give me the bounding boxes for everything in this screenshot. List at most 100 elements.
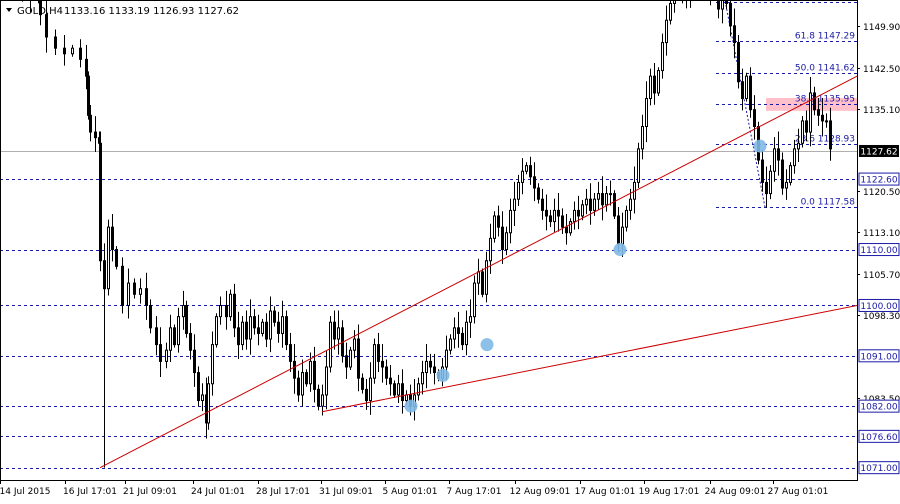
candle-body <box>745 75 748 100</box>
candle-body <box>94 131 97 139</box>
trendline-main[interactable] <box>99 75 857 469</box>
candle-body <box>257 327 260 334</box>
candle-body <box>465 321 468 346</box>
candle-body <box>589 198 592 211</box>
fib-level-label: 61.8 1147.29 <box>795 32 855 42</box>
candle-body <box>155 327 158 346</box>
candle-body <box>781 159 784 189</box>
candle-body <box>457 327 460 334</box>
candle-body <box>601 193 604 206</box>
candle-body <box>485 260 488 295</box>
candle-body <box>541 198 544 211</box>
candle-body <box>289 344 292 362</box>
x-tick-label: 12 Aug 09:01 <box>510 487 571 497</box>
candle-body <box>121 265 124 306</box>
candle-body <box>193 349 196 374</box>
candle-body <box>461 332 464 346</box>
candle-body <box>253 316 256 329</box>
candle-body <box>517 181 520 200</box>
candle-body <box>421 372 424 385</box>
x-tick-label: 5 Aug 01:01 <box>383 487 438 497</box>
candle-body <box>729 2 732 27</box>
fib-level-label: 76.4 1154.31 <box>795 0 855 3</box>
candle-body <box>721 0 724 10</box>
candle-body <box>165 349 168 362</box>
candle-body <box>473 282 476 318</box>
candle-body <box>405 394 408 402</box>
candle-body <box>785 181 788 189</box>
candle-body <box>389 377 392 385</box>
candle-body <box>369 377 372 402</box>
candle-body <box>281 316 284 334</box>
fib-level-label: 23.6 1128.93 <box>795 135 855 145</box>
candle-body <box>249 316 252 340</box>
candle-body <box>317 388 320 407</box>
candle-body <box>817 109 820 116</box>
level-price-box <box>858 298 900 312</box>
y-tick-label: 1113.10 <box>863 229 900 239</box>
candle-body <box>489 237 492 262</box>
candle-body <box>211 344 214 385</box>
candle-body <box>393 383 396 396</box>
candle-body <box>561 215 564 228</box>
candle-body <box>673 0 676 4</box>
level-price-label: 1100.00 <box>860 302 897 312</box>
candle-body <box>749 75 752 111</box>
candle-body <box>337 327 340 340</box>
candle-body <box>653 75 656 94</box>
candle-body <box>433 366 436 374</box>
candle-body <box>769 170 772 195</box>
candle-body <box>85 58 88 77</box>
candle-body <box>733 25 736 44</box>
fib-anchor-line[interactable] <box>713 0 766 208</box>
candle-body <box>821 114 824 122</box>
candle-body <box>71 47 74 55</box>
candle-body <box>429 360 432 368</box>
candle-body <box>445 349 448 368</box>
current-price-label: 1127.62 <box>860 147 897 157</box>
y-tick-label: 1105.70 <box>863 271 900 281</box>
candle-body <box>361 377 364 390</box>
candle-body <box>565 226 568 234</box>
candle-body <box>661 42 664 72</box>
candle-body <box>753 109 756 127</box>
candle-body <box>593 198 596 211</box>
y-tick-label: 1098.30 <box>863 312 900 322</box>
candle-body <box>63 47 66 55</box>
symbol-dropdown-icon[interactable] <box>6 8 12 12</box>
candle-body <box>777 148 780 161</box>
candle-body <box>237 327 240 346</box>
level-price-box <box>858 429 900 443</box>
candle-body <box>321 394 324 407</box>
candle-body <box>127 282 130 306</box>
trend-touch-marker <box>613 243 627 257</box>
level-price-label: 1082.00 <box>860 403 897 413</box>
x-tick-label: 24 Aug 09:01 <box>705 487 766 497</box>
candle-body <box>353 338 356 351</box>
candle-body <box>133 282 136 295</box>
candle-body <box>293 360 296 379</box>
candle-body <box>261 321 264 334</box>
symbol-label: GOLD,H4 <box>17 6 63 17</box>
level-price-box <box>858 243 900 257</box>
candle-body <box>657 70 660 94</box>
trendline-lower[interactable] <box>321 304 857 413</box>
trend-touch-marker <box>753 139 767 153</box>
candle-body <box>717 0 720 10</box>
fib-level-label: 38.2 1135.95 <box>795 95 855 105</box>
candle-body <box>625 209 628 228</box>
candle-body <box>273 310 276 323</box>
candle-body <box>761 159 764 183</box>
candle-body <box>111 226 114 251</box>
candle-body <box>297 377 300 396</box>
candle-body <box>139 288 142 295</box>
candle-body <box>245 321 248 340</box>
x-tick-label: 17 Aug 01:01 <box>575 487 636 497</box>
candle-body <box>207 383 210 424</box>
candle-body <box>477 271 480 284</box>
level-price-box <box>858 349 900 363</box>
candle-body <box>401 383 404 402</box>
candle-body <box>617 215 620 245</box>
candle-body <box>277 321 280 334</box>
